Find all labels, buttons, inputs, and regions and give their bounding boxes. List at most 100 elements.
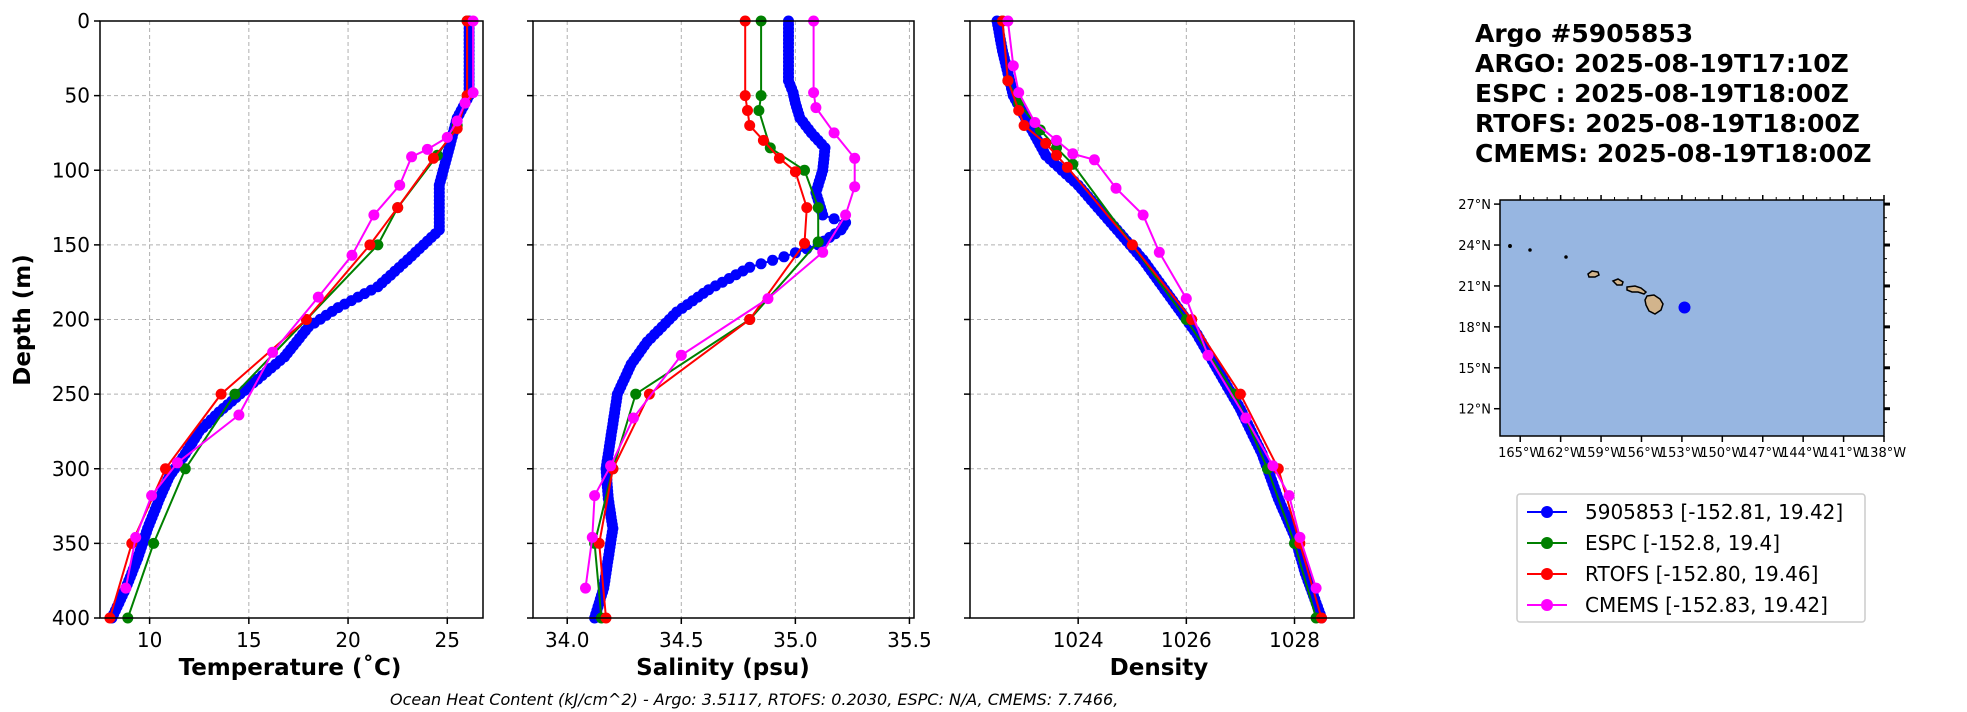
island-nwhi-b (1564, 255, 1568, 259)
density-point-cmems (1294, 531, 1306, 543)
salinity-point-cmems (810, 102, 822, 114)
salinity-point-5905853 (767, 254, 779, 266)
density-point-rtofs (1013, 105, 1025, 116)
hawaii-islands (1508, 244, 1664, 315)
depth-tick-label: 0 (77, 9, 90, 33)
density-point-cmems (1310, 582, 1322, 594)
density-point-cmems (1051, 134, 1062, 146)
map-frame: 165°W162°W159°W156°W153°W150°W147°W144°W… (1458, 195, 1906, 461)
depth-tick-label: 250 (52, 382, 90, 406)
density-point-cmems (1180, 293, 1192, 305)
ocean-heat-content-footer: Ocean Heat Content (kJ/cm^2) - Argo: 3.5… (390, 690, 1118, 709)
title-rtofs-time: RTOFS: 2025-08-19T18:00Z (1475, 109, 1860, 138)
salinity-point-espc (755, 90, 767, 102)
depth-tick-label: 150 (52, 233, 90, 257)
salinity-point-rtofs (744, 120, 756, 131)
island-niihau (1508, 244, 1512, 248)
salinity-point-cmems (849, 181, 861, 193)
temperature-point-cmems (441, 131, 453, 143)
temperature-point-cmems (451, 115, 463, 127)
temperature-point-cmems (171, 457, 183, 469)
temperature-point-rtofs (215, 388, 227, 400)
temperature-point-cmems (368, 209, 380, 221)
salinity-point-5905853 (778, 251, 790, 263)
legend-entry-label: RTOFS [-152.80, 19.46] (1585, 562, 1818, 586)
island-oahu (1611, 278, 1624, 286)
salinity-xtick-label: 34.0 (545, 628, 590, 652)
temperature-point-cmems (421, 143, 433, 155)
salinity-point-rtofs (773, 152, 785, 164)
density-point-cmems (1110, 182, 1122, 194)
temperature-point-espc (372, 239, 384, 251)
salinity-point-cmems (589, 490, 601, 502)
island-nwhi-a (1528, 248, 1532, 252)
density-panel: 1024 1026 1028 (964, 15, 1355, 652)
salinity-point-espc (799, 164, 810, 176)
density-xtick-label: 1024 (1053, 628, 1104, 652)
salinity-point-cmems (808, 87, 820, 99)
salinity-point-cmems (580, 582, 591, 594)
salinity-point-cmems (675, 349, 687, 361)
salinity-point-rtofs (643, 388, 655, 400)
temperature-point-cmems (467, 87, 479, 99)
map-lat-label: 27°N (1458, 198, 1491, 213)
map-lon-label: 147°W (1741, 446, 1785, 461)
temperature-xtick-label: 10 (137, 628, 162, 652)
map-lon-label: 138°W (1862, 446, 1906, 461)
salinity-point-5905853 (755, 258, 767, 270)
legend-swatch-marker (1541, 537, 1553, 549)
depth-tick-label: 50 (65, 84, 90, 108)
temperature-point-rtofs (427, 152, 439, 164)
density-point-rtofs (1061, 161, 1073, 173)
depth-y-label: Depth (m) (10, 254, 36, 386)
temperature-x-label: Temperature (˚C) (179, 654, 402, 681)
temperature-point-espc (229, 388, 241, 400)
temperature-point-rtofs (364, 239, 376, 251)
map-lon-label: 162°W (1539, 446, 1583, 461)
map-lon-label: 144°W (1781, 446, 1825, 461)
density-point-cmems (1088, 154, 1100, 166)
temperature-xtick-label: 15 (236, 628, 261, 652)
density-point-cmems (1137, 209, 1149, 221)
depth-tick-label: 400 (52, 606, 90, 630)
temperature-point-cmems (459, 97, 471, 109)
density-x-label: Density (1110, 655, 1209, 681)
salinity-point-cmems (605, 460, 617, 472)
salinity-point-cmems (840, 209, 852, 221)
salinity-point-rtofs (801, 202, 813, 214)
title-argo-time: ARGO: 2025-08-19T17:10Z (1475, 49, 1849, 78)
density-point-cmems (1029, 117, 1041, 128)
density-point-cmems (1240, 412, 1252, 424)
title-block: Argo #5905853 ARGO: 2025-08-19T17:10Z ES… (1475, 19, 1872, 168)
salinity-point-rtofs (739, 90, 751, 102)
map-lon-label: 150°W (1700, 446, 1744, 461)
map-lat-label: 24°N (1458, 239, 1491, 254)
map-lon-label: 165°W (1498, 446, 1542, 461)
salinity-point-cmems (627, 412, 639, 424)
density-point-rtofs (1040, 137, 1052, 149)
map-lon-label: 141°W (1821, 446, 1865, 461)
density-point-rtofs (1002, 75, 1014, 87)
salinity-point-espc (812, 202, 824, 214)
salinity-point-rtofs (799, 237, 810, 249)
legend-swatch-marker (1541, 568, 1553, 580)
legend-swatch-marker (1541, 506, 1553, 518)
map-lon-label: 156°W (1619, 446, 1663, 461)
map-lat-label: 18°N (1458, 321, 1491, 336)
temperature-point-espc (179, 463, 191, 475)
temperature-point-rtofs (392, 202, 404, 214)
salinity-point-cmems (817, 246, 829, 258)
salinity-point-5905853 (828, 213, 840, 225)
temperature-xtick-label: 25 (435, 628, 460, 652)
temperature-point-cmems (233, 409, 245, 421)
salinity-xtick-label: 34.5 (659, 628, 704, 652)
temperature-point-cmems (130, 531, 142, 543)
temperature-point-rtofs (160, 463, 171, 475)
legend-box (1516, 493, 1866, 623)
salinity-xtick-label: 35.5 (887, 628, 932, 652)
legend-entry-label: 5905853 [-152.81, 19.42] (1585, 500, 1843, 524)
salinity-point-espc (812, 236, 824, 248)
salinity-point-cmems (762, 293, 774, 305)
map-ocean (1499, 199, 1885, 437)
